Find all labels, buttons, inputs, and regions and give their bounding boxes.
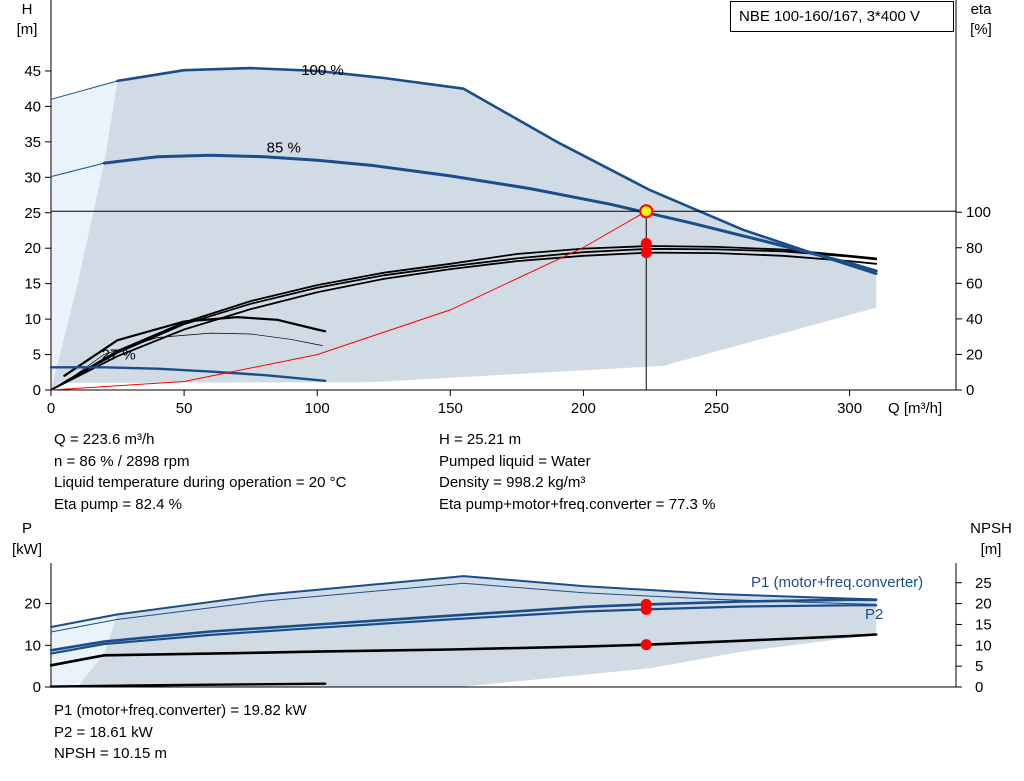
x-tick-label: 100 bbox=[305, 400, 330, 417]
speed-curve-85-extension bbox=[50, 162, 105, 178]
info-npsh: NPSH = 10.15 m bbox=[54, 745, 167, 762]
y-tick-label: 20 bbox=[24, 240, 41, 257]
speed-curve-27 bbox=[49, 366, 327, 382]
efficiency-curve-2 bbox=[50, 251, 878, 391]
x-tick-label: 250 bbox=[704, 400, 729, 417]
x-tick-label: 0 bbox=[47, 400, 55, 417]
p1-curve-100 bbox=[50, 575, 878, 628]
system-curve bbox=[50, 210, 647, 391]
power-operating-area bbox=[77, 576, 877, 687]
efficiency-curve-5 bbox=[63, 316, 327, 377]
x-axis-label: Q [m³/h] bbox=[888, 400, 942, 417]
npsh-tick-label: 5 bbox=[975, 658, 983, 675]
chart-title: NBE 100-160/167, 3*400 V bbox=[739, 8, 920, 25]
eta-operating-marker bbox=[640, 247, 652, 259]
npsh-curve bbox=[49, 633, 878, 667]
speed-curve-label-85: 85 % bbox=[267, 139, 301, 156]
y2-tick-label: 0 bbox=[966, 382, 974, 399]
speed-curve-100 bbox=[116, 66, 878, 276]
info-right: H = 25.21 m Pumped liquid = Water Densit… bbox=[439, 429, 715, 515]
y-tick-label: 25 bbox=[24, 205, 41, 222]
head-light-area bbox=[51, 80, 118, 390]
p-axis-label: P bbox=[22, 520, 32, 537]
y-axis-label: H bbox=[22, 1, 33, 18]
y2-tick-label: 100 bbox=[966, 204, 991, 221]
npsh-tick-label: 15 bbox=[975, 616, 992, 633]
y-tick-label: 45 bbox=[24, 63, 41, 80]
speed-curve-100-extension bbox=[50, 80, 118, 100]
y2-axis-unit: [%] bbox=[970, 21, 992, 38]
info-liquid-temperature: Liquid temperature during operation = 20… bbox=[54, 474, 347, 491]
y-tick-label: 10 bbox=[24, 311, 41, 328]
info-speed: n = 86 % / 2898 rpm bbox=[54, 452, 190, 470]
npsh-axis-label: NPSH bbox=[970, 520, 1012, 537]
power-operating-marker bbox=[640, 603, 652, 615]
p-axis-unit: [kW] bbox=[12, 541, 42, 558]
head-operating-area bbox=[51, 68, 877, 390]
p2-curve-85 bbox=[49, 604, 878, 655]
x-tick-label: 200 bbox=[571, 400, 596, 417]
y-tick-label: 5 bbox=[33, 347, 41, 364]
operating-point-marker bbox=[639, 204, 654, 219]
y2-tick-label: 20 bbox=[966, 346, 983, 363]
info-eta-pump: Eta pump = 82.4 % bbox=[54, 495, 182, 513]
info-pumped-liquid: Pumped liquid = Water bbox=[439, 452, 591, 470]
info-density: Density = 998.2 kg/m³ bbox=[439, 474, 586, 491]
y2-axis-label: eta bbox=[971, 1, 993, 18]
p1-curve-85 bbox=[49, 598, 878, 652]
efficiency-curve-4 bbox=[63, 332, 323, 384]
p1-series-label: P1 (motor+freq.converter) bbox=[751, 574, 923, 591]
info-p1: P1 (motor+freq.converter) = 19.82 kW bbox=[54, 702, 307, 719]
power-operating-marker bbox=[640, 639, 652, 651]
x-tick-label: 50 bbox=[176, 400, 193, 417]
y-tick-label: 35 bbox=[24, 134, 41, 151]
p-tick-label: 10 bbox=[24, 637, 41, 654]
y2-tick-label: 80 bbox=[966, 240, 983, 257]
npsh-tick-label: 10 bbox=[975, 637, 992, 654]
info-flow: Q = 223.6 m³/h bbox=[54, 431, 155, 448]
chart-title-box: NBE 100-160/167, 3*400 V bbox=[730, 1, 954, 32]
p-tick-label: 20 bbox=[24, 596, 41, 613]
y-tick-label: 15 bbox=[24, 276, 41, 293]
speed-curve-85 bbox=[102, 153, 878, 273]
npsh-tick-label: 20 bbox=[975, 596, 992, 613]
speed-curve-label-27: 27 % bbox=[102, 347, 136, 364]
npsh-tick-label: 0 bbox=[975, 679, 983, 696]
info-p2: P2 = 18.61 kW bbox=[54, 723, 153, 741]
info-left: Q = 223.6 m³/h n = 86 % / 2898 rpm Liqui… bbox=[54, 429, 346, 515]
speed-curve-label-100: 100 % bbox=[301, 62, 344, 79]
info-bottom: P1 (motor+freq.converter) = 19.82 kW P2 … bbox=[54, 700, 307, 765]
y-tick-label: 0 bbox=[33, 382, 41, 399]
x-tick-label: 300 bbox=[837, 400, 862, 417]
info-eta-total: Eta pump+motor+freq.converter = 77.3 % bbox=[439, 495, 716, 513]
y-axis-unit: [m] bbox=[17, 21, 38, 38]
p2-curve-100 bbox=[50, 582, 877, 633]
npsh-tick-label: 25 bbox=[975, 575, 992, 592]
y2-tick-label: 60 bbox=[966, 275, 983, 292]
x-tick-label: 150 bbox=[438, 400, 463, 417]
y2-tick-label: 40 bbox=[966, 311, 983, 328]
y-tick-label: 40 bbox=[24, 98, 41, 115]
info-head: H = 25.21 m bbox=[439, 431, 522, 448]
p-tick-label: 0 bbox=[33, 679, 41, 696]
p2-series-label: P2 bbox=[865, 606, 883, 623]
eta-operating-marker bbox=[640, 237, 652, 249]
npsh-axis-unit: [m] bbox=[981, 541, 1002, 558]
p-curve-27 bbox=[49, 682, 327, 688]
efficiency-curve-1 bbox=[50, 245, 878, 391]
y-tick-label: 30 bbox=[24, 169, 41, 186]
